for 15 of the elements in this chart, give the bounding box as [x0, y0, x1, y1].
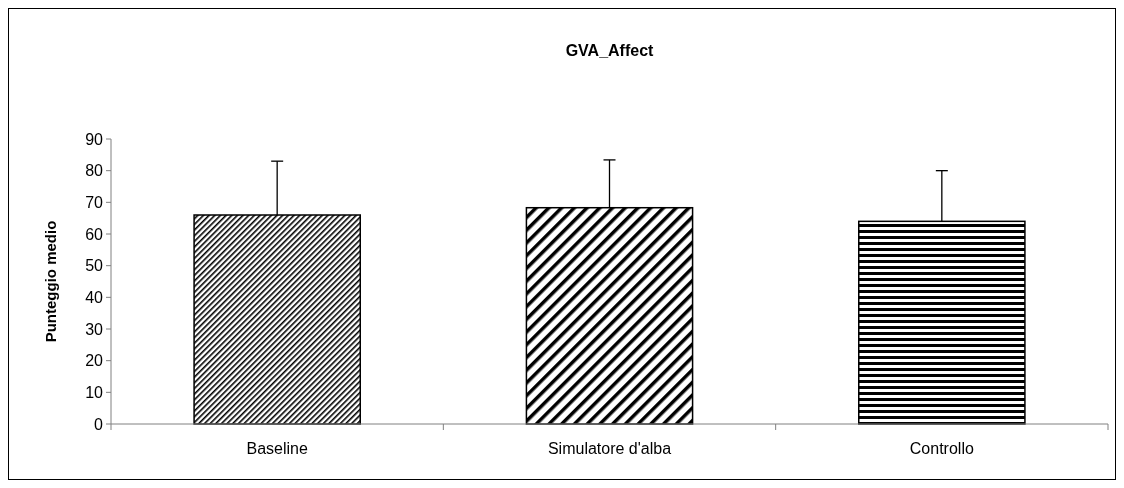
y-tick-label: 50 — [85, 257, 104, 275]
y-tick-label: 30 — [85, 320, 104, 338]
y-tick-label: 40 — [85, 288, 104, 306]
x-tick-label: Simulatore d'alba — [547, 440, 672, 457]
chart-title: GVA_Affect — [565, 42, 655, 59]
y-axis-title: Punteggio medio — [42, 220, 59, 343]
y-tick-label: 60 — [85, 225, 104, 243]
x-tick-label: Controllo — [909, 440, 974, 457]
y-tick-label: 20 — [85, 352, 104, 370]
y-tick-label: 0 — [94, 415, 104, 433]
y-tick-label: 90 — [85, 130, 104, 148]
x-tick-label: Baseline — [246, 440, 308, 457]
y-tick-label: 80 — [85, 162, 104, 180]
y-tick-label: 70 — [85, 193, 104, 211]
y-tick-label: 10 — [85, 383, 104, 401]
